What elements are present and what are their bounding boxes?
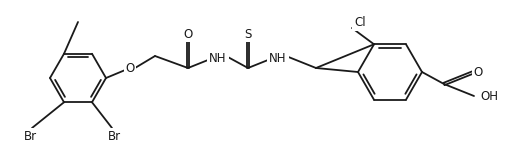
Text: NH: NH: [269, 52, 287, 64]
Text: OH: OH: [480, 89, 498, 103]
Text: O: O: [183, 27, 193, 40]
Text: NH: NH: [209, 52, 227, 64]
Text: Br: Br: [23, 130, 37, 143]
Text: S: S: [244, 27, 252, 40]
Text: Br: Br: [107, 130, 121, 143]
Text: O: O: [473, 66, 483, 79]
Text: Cl: Cl: [354, 16, 366, 30]
Text: O: O: [125, 61, 135, 75]
